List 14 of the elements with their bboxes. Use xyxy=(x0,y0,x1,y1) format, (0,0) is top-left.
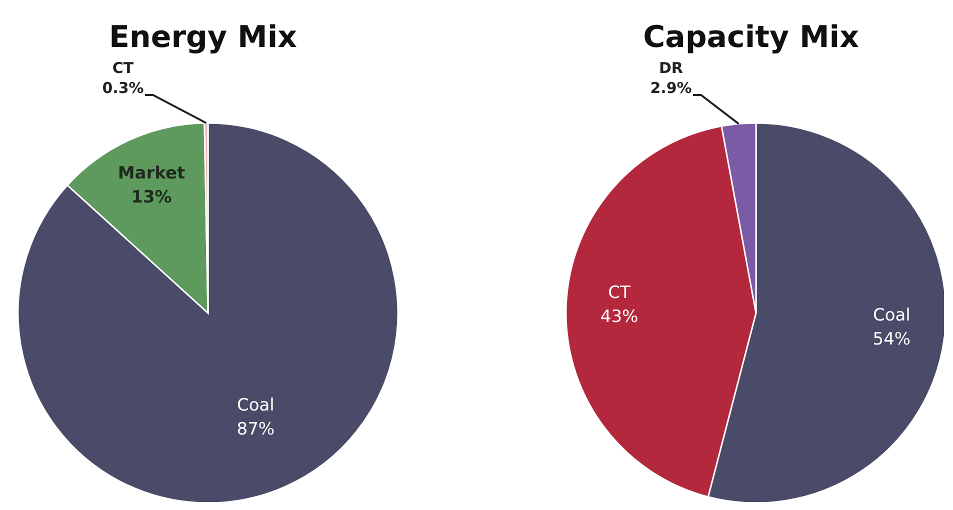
slice-label: Coal xyxy=(236,396,274,416)
data-label: 87% xyxy=(236,420,275,440)
slice-label: DR xyxy=(658,59,684,77)
slice-label: CT xyxy=(608,283,632,304)
data-label: 0.3% xyxy=(102,79,144,97)
data-label: 54% xyxy=(872,329,911,350)
slice-label: Market xyxy=(118,163,186,184)
data-label: 2.9% xyxy=(650,79,692,97)
chart-title: Energy Mix xyxy=(108,20,298,55)
data-label: 13% xyxy=(131,187,172,208)
slice-label: CT xyxy=(112,59,134,77)
data-label: 43% xyxy=(600,307,638,328)
slice-label: Coal xyxy=(872,305,910,326)
chart-title: Capacity Mix xyxy=(642,20,860,55)
